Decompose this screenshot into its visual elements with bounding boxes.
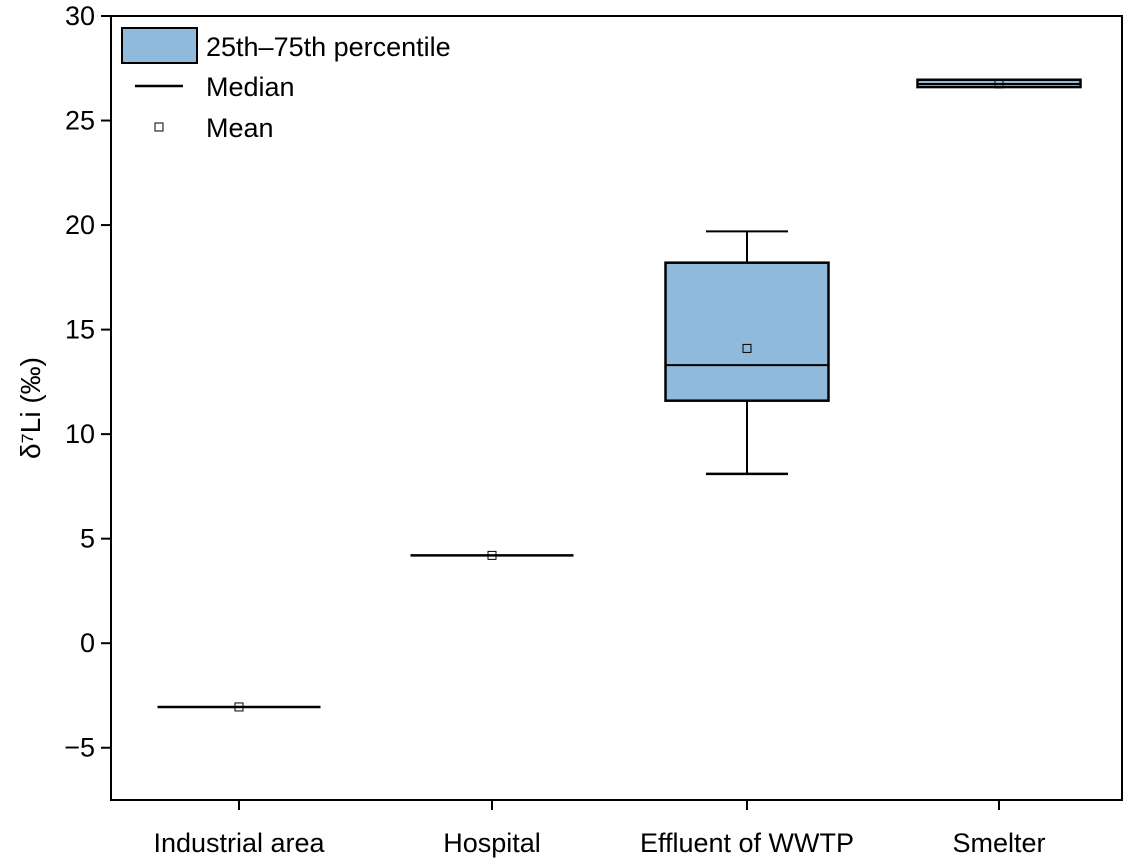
legend-swatch-mean (154, 122, 164, 132)
y-tick-label: 5 (80, 524, 95, 554)
box-industrial-area (157, 702, 321, 712)
mean-marker (994, 79, 1004, 89)
box-smelter (916, 78, 1082, 89)
y-tick-label: 10 (65, 419, 95, 449)
box-hospital (410, 550, 574, 560)
x-tick-label: Effluent of WWTP (640, 828, 854, 858)
x-tick-label: Industrial area (153, 828, 325, 858)
y-tick-label: 30 (65, 1, 95, 31)
x-tick-label: Smelter (952, 828, 1045, 858)
y-tick-label: 0 (80, 628, 95, 658)
plot-frame (110, 15, 1123, 801)
mean-marker (742, 343, 752, 353)
mean-marker (487, 550, 497, 560)
box-effluent-of-wwtp (664, 230, 830, 476)
x-tick-label: Hospital (443, 828, 541, 858)
mean-marker (234, 702, 244, 712)
y-tick-label: 15 (65, 315, 95, 345)
y-tick-label: −5 (64, 733, 95, 763)
legend: 25th–75th percentile Median Mean (121, 27, 451, 143)
legend-swatch-percentile (121, 27, 198, 64)
legend-label-percentile: 25th–75th percentile (206, 32, 451, 62)
y-tick-label: 25 (65, 106, 95, 136)
y-axis-label: δ⁷Li (‰) (15, 357, 46, 459)
iqr-box (664, 261, 830, 402)
legend-label-median: Median (206, 72, 295, 102)
legend-label-mean: Mean (206, 113, 274, 143)
y-tick-label: 20 (65, 210, 95, 240)
